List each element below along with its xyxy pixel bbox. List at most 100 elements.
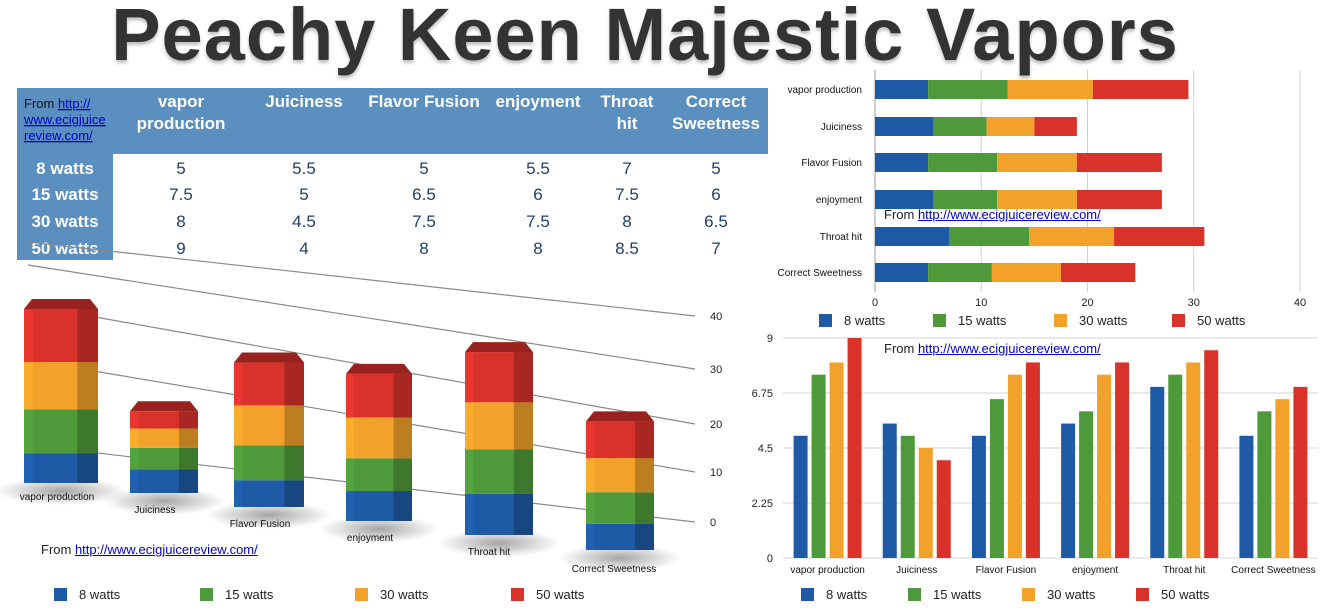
column-segment-highlight <box>586 492 595 524</box>
bar-segment <box>1029 227 1115 246</box>
legend-item: 8 watts <box>54 587 200 602</box>
source-prefix: From <box>884 341 918 356</box>
bar <box>971 435 986 558</box>
column-segment-side <box>513 449 533 494</box>
table-cell: 7 <box>711 239 720 258</box>
column-segment-side <box>513 402 533 450</box>
table-cell: 6 <box>711 185 720 204</box>
legend-label: 15 watts <box>933 587 982 602</box>
source-link[interactable]: http://www.ecigjuicereview.com/ <box>917 341 1101 356</box>
category-label: Throat hit <box>820 232 862 243</box>
table-cell: 7.5 <box>526 212 550 231</box>
legend-label: 50 watts <box>1197 313 1246 328</box>
bar <box>1061 423 1076 558</box>
table-cell: 5.5 <box>292 159 316 178</box>
bar <box>1025 362 1040 558</box>
legend-gbar: 8 watts 15 watts 30 watts 50 watts <box>801 587 1209 602</box>
column-segment-highlight <box>465 449 474 494</box>
y-tick-label: 6.75 <box>752 388 773 400</box>
category-label: Flavor Fusion <box>976 565 1037 576</box>
source-link[interactable]: http://www.ecigjuicereview.com/ <box>917 207 1101 222</box>
column-segment-highlight <box>130 469 139 493</box>
table-cell: 7.5 <box>615 185 639 204</box>
bar-segment <box>875 263 929 282</box>
table-source-line: www.ecigjuice <box>23 112 106 127</box>
legend-item: 50 watts <box>1172 313 1245 328</box>
column-segment-highlight <box>234 362 243 406</box>
source-label-3d: From http://www.ecigjuicereview.com/ <box>41 542 258 557</box>
bar <box>1115 362 1130 558</box>
bar <box>1275 399 1290 558</box>
table-row-label: 30 watts <box>31 212 98 231</box>
bar <box>1097 374 1112 558</box>
column-segment-side <box>393 458 412 492</box>
category-label: vapor production <box>788 85 863 96</box>
column-segment-side <box>634 492 654 524</box>
column-segment-side <box>77 409 98 454</box>
table-column-header: Correct Sweetness <box>672 92 760 133</box>
column-segment-highlight <box>24 453 33 483</box>
legend-item: 50 watts <box>1136 587 1209 602</box>
legend-item: 15 watts <box>933 313 1054 328</box>
x-tick-label: 30 <box>1188 297 1200 309</box>
table-column-header-line: Flavor Fusion <box>368 92 479 111</box>
bar <box>936 460 951 558</box>
legend-label: 8 watts <box>79 587 121 602</box>
table-cell: 7.5 <box>169 185 193 204</box>
category-label: Correct Sweetness <box>778 268 862 279</box>
bar-segment <box>1060 263 1136 282</box>
bar <box>793 435 808 558</box>
column-top <box>346 363 412 374</box>
table-cell: 6 <box>533 185 542 204</box>
column-segment-highlight <box>234 445 243 481</box>
table-column-header-line: Sweetness <box>672 114 760 133</box>
column-segment-highlight <box>465 352 474 403</box>
column-segment-highlight <box>24 308 33 363</box>
column-segment-highlight <box>24 409 33 454</box>
bar <box>989 399 1004 558</box>
table-column-header: Flavor Fusion <box>368 92 479 111</box>
gridline <box>27 264 696 370</box>
column-segment-highlight <box>346 458 354 492</box>
column-top <box>586 411 654 422</box>
table-source-prefix: From <box>24 96 58 111</box>
bar <box>918 448 933 558</box>
column-segment-highlight <box>24 362 33 410</box>
column-segment-side <box>284 480 304 507</box>
category-label: Juiciness <box>896 565 937 576</box>
bar <box>1257 411 1272 558</box>
category-label: vapor production <box>790 565 865 576</box>
legend-hbar: 8 watts 15 watts 30 watts 50 watts <box>819 313 1245 328</box>
column-segment-side <box>77 453 98 483</box>
column-top <box>234 352 304 363</box>
legend-swatch <box>819 314 832 327</box>
column-3d <box>206 352 332 529</box>
x-tick-label: 40 <box>1294 297 1306 309</box>
legend-swatch <box>933 314 946 327</box>
column-segment-side <box>513 352 533 403</box>
column-segment-side <box>634 421 654 459</box>
table-column-header-line: hit <box>617 114 638 133</box>
bar <box>1239 435 1254 558</box>
column-segment-highlight <box>586 523 595 550</box>
column-shadow <box>102 487 226 515</box>
column-segment-side <box>513 493 533 535</box>
source-link[interactable]: http://www.ecigjuicereview.com/ <box>74 542 258 557</box>
x-tick-label: 10 <box>975 297 987 309</box>
y-tick-label: 20 <box>710 419 722 431</box>
column-3d <box>0 298 128 505</box>
column-segment-side <box>178 469 198 493</box>
y-tick-label: 10 <box>710 467 722 479</box>
table-cell: 7.5 <box>412 212 436 231</box>
bar-segment <box>928 263 992 282</box>
source-prefix: From <box>884 207 918 222</box>
bar-segment <box>991 263 1061 282</box>
column-segment-highlight <box>234 480 243 507</box>
column-segment-highlight <box>586 421 595 459</box>
x-tick-label: 0 <box>872 297 878 309</box>
source-label-gbar: From http://www.ecigjuicereview.com/ <box>884 341 1101 356</box>
table-source-line: review.com/ <box>24 128 93 143</box>
column-segment-highlight <box>130 411 139 429</box>
